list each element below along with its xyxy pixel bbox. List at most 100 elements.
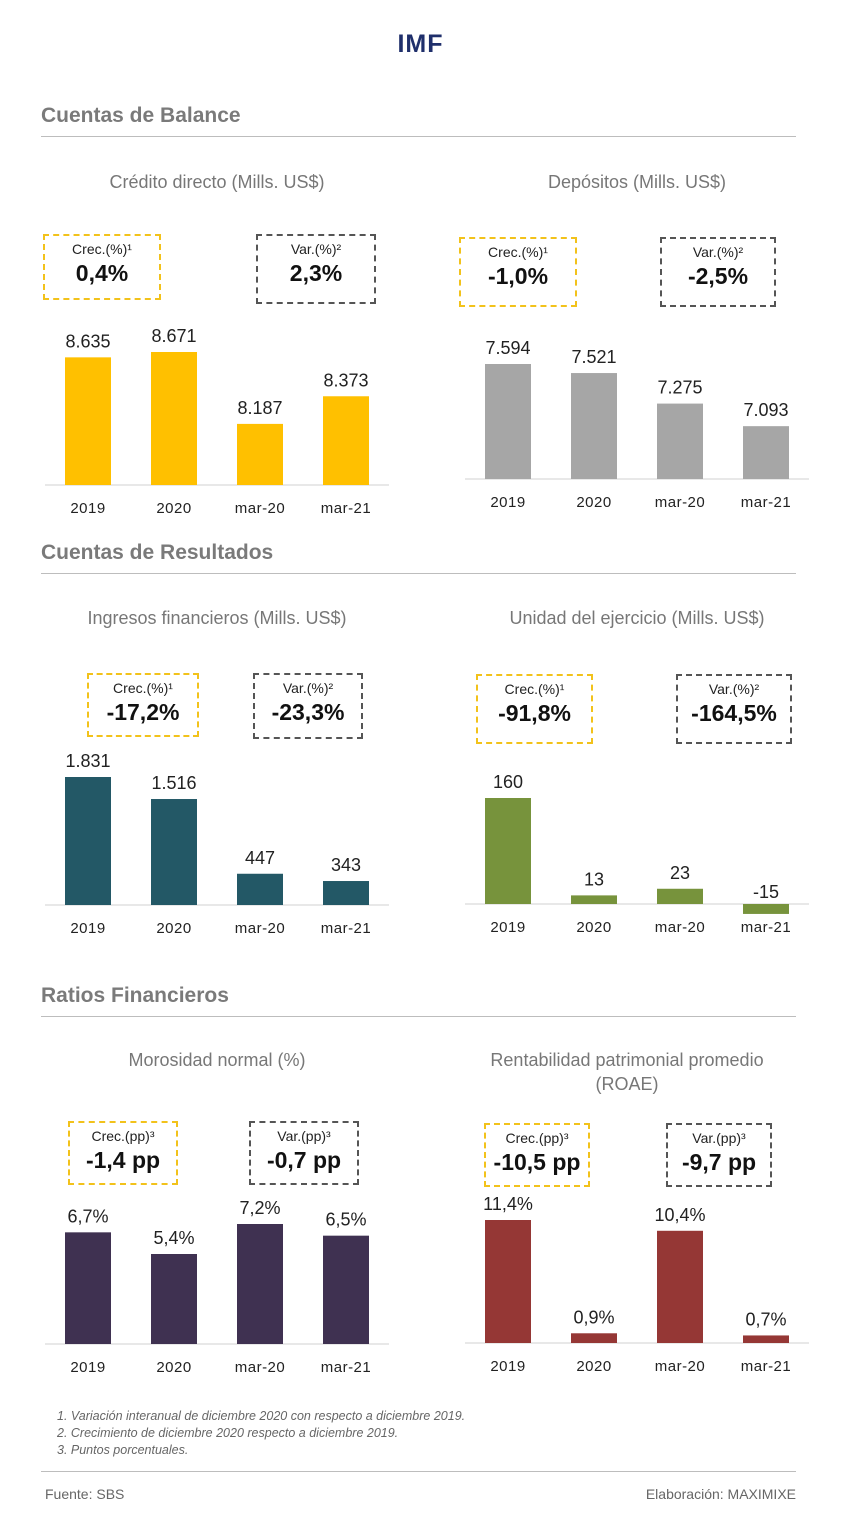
page-title: IMF <box>397 30 444 58</box>
variation-badge: Var.(%)² -2,5% <box>660 237 776 307</box>
data-label: 7.594 <box>485 338 530 358</box>
bar <box>485 1220 531 1343</box>
x-tick-label: 2019 <box>70 920 105 937</box>
x-tick-label: 2019 <box>490 919 525 936</box>
footer-divider <box>41 1471 796 1472</box>
footnotes: 1. Variación interanual de diciembre 202… <box>57 1408 465 1459</box>
panel-title: Rentabilidad patrimonial promedio (ROAE) <box>490 1050 764 1094</box>
bar-chart-credito: 8.635 2019 8.671 2020 8.187 mar-20 8.373 mar-21 <box>45 326 389 517</box>
badge-value: -10,5 pp <box>493 1149 581 1175</box>
bar <box>237 423 283 485</box>
badge-value: -1,4 pp <box>85 1147 161 1173</box>
bar <box>743 426 789 479</box>
panel-title: Ingresos financieros (Mills. US$) <box>87 608 347 628</box>
x-tick-label: 2020 <box>156 920 191 937</box>
x-tick-label: 2019 <box>70 500 105 517</box>
credit-text: Elaboración: MAXIMIXE <box>645 1486 796 1502</box>
x-tick-label: 2020 <box>576 919 611 936</box>
badge-label: Crec.(pp)³ <box>91 1128 155 1144</box>
badge-label: Var.(pp)³ <box>692 1130 746 1146</box>
data-label: 5,4% <box>153 1228 194 1248</box>
data-label: -15 <box>753 882 779 902</box>
bar <box>571 895 617 904</box>
bar-chart-roae: 11,4% 2019 0,9% 2020 10,4% mar-20 0,7% mar-21 <box>465 1194 809 1375</box>
badge-value: -1,0% <box>487 263 549 289</box>
x-tick-label: mar-21 <box>321 920 372 937</box>
x-tick-label: mar-21 <box>741 1358 792 1375</box>
panel-unidad: Unidad del ejercicio (Mills. US$) Crec.(… <box>457 606 817 956</box>
badge-value: -17,2% <box>106 699 180 725</box>
data-label: 7.521 <box>571 347 616 367</box>
x-tick-label: 2020 <box>576 1358 611 1375</box>
bar-chart-morosidad: 6,7% 2019 5,4% 2020 7,2% mar-20 6,5% mar-21 <box>45 1198 389 1376</box>
bar <box>151 799 197 905</box>
badge-label: Crec.(%)¹ <box>488 244 548 260</box>
badge-label: Crec.(pp)³ <box>505 1130 569 1146</box>
x-tick-label: 2019 <box>490 1358 525 1375</box>
data-label: 1.516 <box>151 773 196 793</box>
badge-value: -23,3% <box>271 699 345 725</box>
data-label: 11,4% <box>483 1194 533 1214</box>
bar <box>151 1254 197 1344</box>
data-label: 0,9% <box>573 1307 614 1327</box>
growth-badge: Crec.(%)¹ -91,8% <box>476 674 593 744</box>
x-tick-label: 2020 <box>156 500 191 517</box>
x-tick-label: mar-20 <box>655 494 706 511</box>
footnote: 3. Puntos porcentuales. <box>57 1443 189 1457</box>
panel-ingresos: Ingresos financieros (Mills. US$) Crec.(… <box>37 606 397 956</box>
bar <box>743 1335 789 1343</box>
panel-roae: Rentabilidad patrimonial promedio (ROAE)… <box>457 1048 817 1398</box>
bar <box>237 1224 283 1344</box>
x-tick-label: mar-21 <box>321 500 372 517</box>
bar <box>151 352 197 485</box>
badge-label: Crec.(%)¹ <box>72 241 132 257</box>
x-tick-label: mar-20 <box>235 920 286 937</box>
section-divider <box>41 573 796 574</box>
data-label: 7,2% <box>239 1198 280 1218</box>
growth-badge: Crec.(%)¹ -1,0% <box>459 237 577 307</box>
panel-title: Unidad del ejercicio (Mills. US$) <box>509 608 765 628</box>
bar <box>657 403 703 479</box>
section-divider <box>41 136 796 137</box>
badge-label: Crec.(%)¹ <box>113 680 173 696</box>
footnote: 1. Variación interanual de diciembre 202… <box>57 1409 466 1423</box>
data-label: 8.373 <box>323 370 368 390</box>
x-tick-label: mar-21 <box>321 1359 372 1376</box>
bar <box>65 777 111 905</box>
data-label: 23 <box>670 863 690 883</box>
x-tick-label: mar-20 <box>235 1359 286 1376</box>
section-ratios: Ratios Financieros <box>41 984 796 1017</box>
x-tick-label: 2019 <box>70 1359 105 1376</box>
growth-badge: Crec.(pp)³ -1,4 pp <box>68 1121 178 1185</box>
bar-chart-depositos: 7.594 2019 7.521 2020 7.275 mar-20 7.093 mar-21 <box>465 338 809 511</box>
bar <box>323 881 369 905</box>
x-tick-label: 2019 <box>490 494 525 511</box>
bar <box>657 888 703 904</box>
x-tick-label: mar-20 <box>655 1358 706 1375</box>
data-label: 447 <box>245 848 275 868</box>
data-label: 6,5% <box>325 1210 366 1230</box>
panel-morosidad: Morosidad normal (%) Crec.(pp)³ -1,4 pp … <box>37 1048 397 1398</box>
panel-credito-directo: Crédito directo (Mills. US$) Crec.(%)¹ 0… <box>37 170 397 520</box>
variation-badge: Var.(pp)³ -9,7 pp <box>666 1123 772 1187</box>
data-label: 6,7% <box>67 1206 108 1226</box>
badge-label: Crec.(%)¹ <box>504 681 565 697</box>
bar <box>65 357 111 485</box>
badge-label: Var.(%)² <box>692 244 744 260</box>
panel-title: Depósitos (Mills. US$) <box>547 172 727 192</box>
variation-badge: Var.(%)² -164,5% <box>676 674 792 744</box>
section-heading: Ratios Financieros <box>41 984 229 1007</box>
badge-value: -0,7 pp <box>266 1147 342 1173</box>
data-label: 160 <box>493 772 523 792</box>
section-divider <box>41 1016 796 1017</box>
panel-depositos: Depósitos (Mills. US$) Crec.(%)¹ -1,0% V… <box>457 170 817 520</box>
x-tick-label: mar-20 <box>655 919 706 936</box>
bar <box>485 364 531 479</box>
bar <box>323 396 369 485</box>
bar <box>323 1235 369 1344</box>
growth-badge: Crec.(%)¹ -17,2% <box>87 673 199 737</box>
section-resultados: Cuentas de Resultados <box>41 541 796 574</box>
variation-badge: Var.(%)² 2,3% <box>256 234 376 304</box>
data-label: 0,7% <box>745 1309 786 1329</box>
growth-badge: Crec.(pp)³ -10,5 pp <box>484 1123 590 1187</box>
